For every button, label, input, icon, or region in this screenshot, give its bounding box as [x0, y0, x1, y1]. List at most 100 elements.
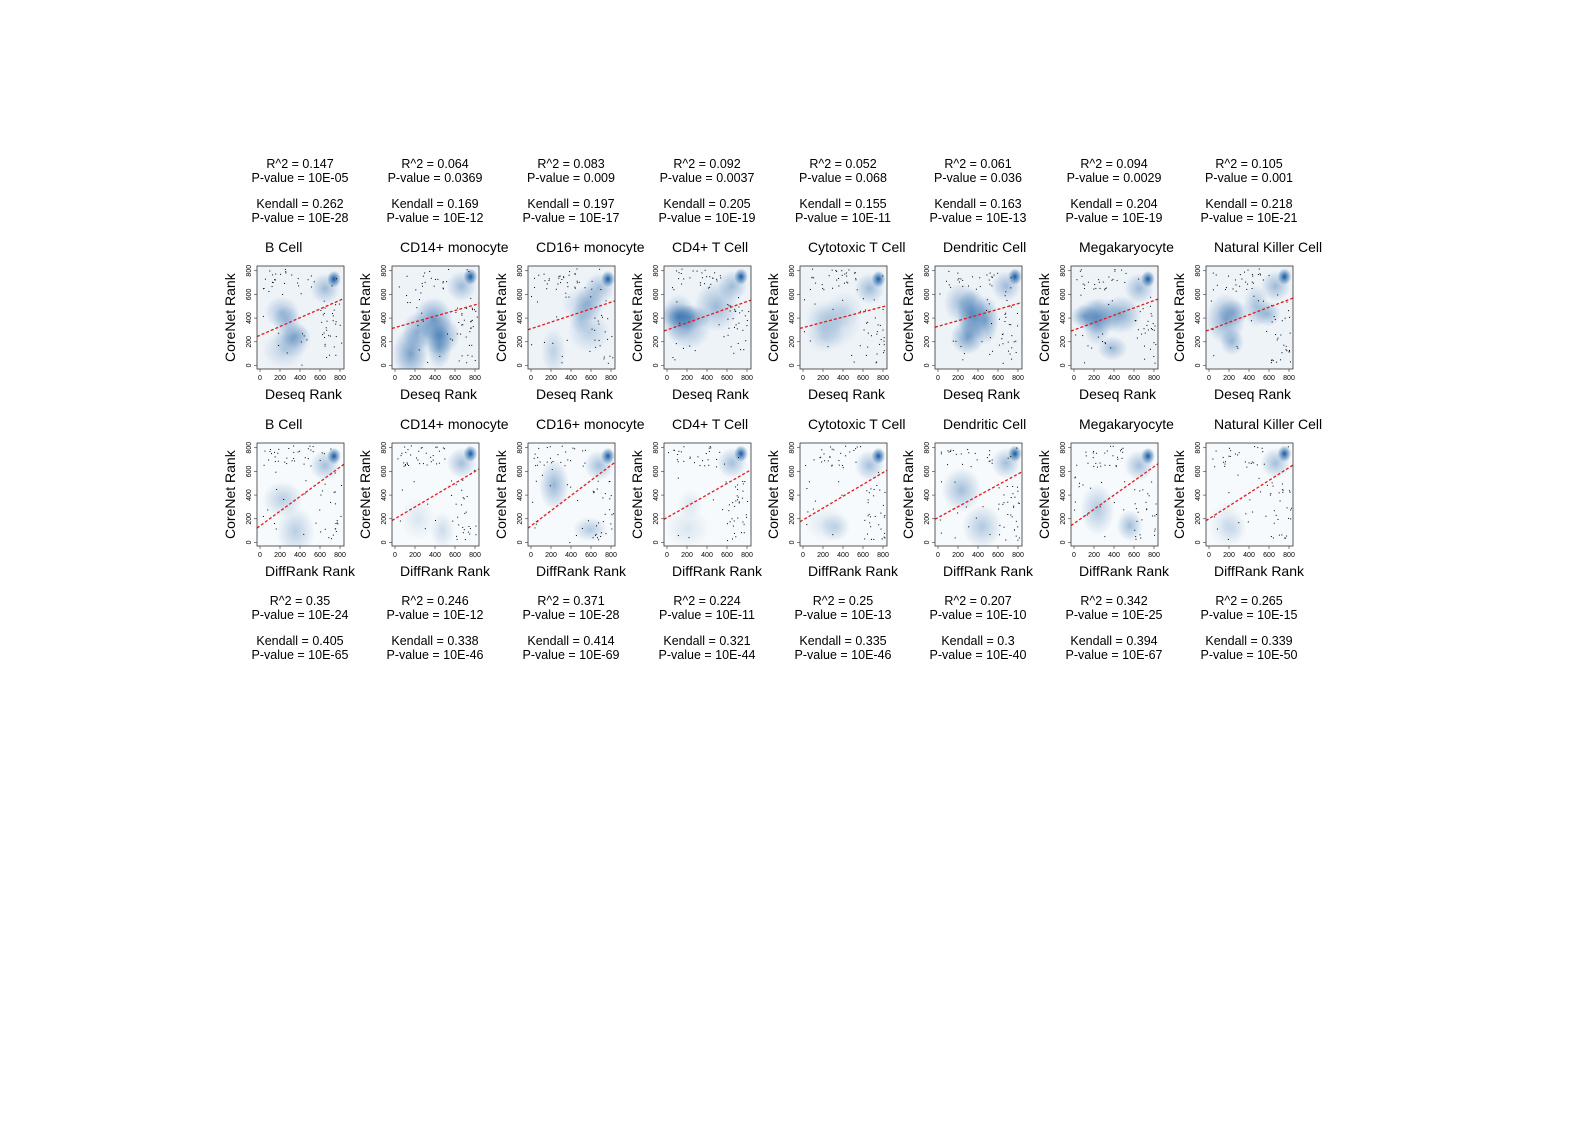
- data-point: [728, 504, 730, 506]
- data-point: [332, 534, 334, 536]
- data-point: [1092, 452, 1094, 454]
- data-point: [535, 465, 537, 467]
- data-point: [283, 282, 285, 284]
- y-tick-label: 800: [789, 442, 796, 454]
- data-point: [297, 282, 299, 284]
- data-point: [699, 465, 701, 467]
- x-tick-label: 400: [1108, 375, 1120, 382]
- x-tick-label: 400: [565, 552, 577, 559]
- data-point: [1274, 319, 1276, 321]
- data-point: [1112, 278, 1114, 280]
- data-point: [1006, 300, 1008, 302]
- data-point: [602, 497, 604, 499]
- density-blob: [463, 445, 478, 462]
- kendall-pvalue: P-value = 10E-12: [386, 211, 484, 225]
- kendall-stat: Kendall = 0.414: [527, 634, 615, 648]
- data-point: [683, 460, 685, 462]
- r2-stat: R^2 = 0.25: [812, 594, 874, 608]
- y-tick-label: 400: [1195, 489, 1202, 501]
- kendall-pvalue: P-value = 10E-46: [794, 648, 892, 662]
- data-point: [566, 282, 568, 284]
- data-point: [612, 357, 614, 359]
- data-point: [737, 496, 739, 498]
- data-point: [334, 503, 336, 505]
- data-point: [1008, 324, 1010, 326]
- data-point: [462, 497, 464, 499]
- data-point: [957, 279, 959, 281]
- y-tick-label: 600: [1195, 465, 1202, 477]
- data-point: [1013, 341, 1015, 343]
- r2-pvalue: P-value = 0.0369: [387, 171, 483, 185]
- data-point: [1124, 481, 1126, 483]
- r2-pvalue: P-value = 10E-13: [794, 608, 892, 622]
- x-tick-label: 600: [1128, 375, 1140, 382]
- data-point: [1134, 320, 1136, 322]
- data-point: [683, 446, 685, 448]
- data-point: [556, 316, 558, 318]
- x-tick-label: 600: [857, 552, 869, 559]
- data-point: [1114, 270, 1116, 272]
- data-point: [465, 511, 467, 513]
- data-point: [734, 505, 736, 507]
- r2-stat: R^2 = 0.094: [1080, 157, 1148, 171]
- regression-line: [257, 297, 344, 338]
- y-tick-label: 200: [517, 336, 524, 348]
- x-tick-label: 0: [393, 552, 397, 559]
- data-point: [1151, 329, 1153, 331]
- data-point: [723, 336, 725, 338]
- data-point: [1120, 450, 1122, 452]
- data-point: [274, 461, 276, 463]
- scatter-panel: 0 200 400 600 800 0 200 400 600 800: [653, 442, 753, 559]
- regression-line: [1206, 297, 1293, 332]
- y-tick-label: 400: [789, 312, 796, 324]
- data-point: [471, 319, 473, 321]
- data-point: [1216, 528, 1218, 530]
- data-point: [1273, 316, 1275, 318]
- data-point: [999, 524, 1001, 526]
- data-point: [689, 457, 691, 459]
- data-point: [1253, 295, 1255, 297]
- data-point: [419, 463, 421, 465]
- data-point: [537, 457, 539, 459]
- x-tick-label: 800: [334, 552, 346, 559]
- data-point: [939, 519, 941, 521]
- data-point: [952, 450, 954, 452]
- data-point: [1017, 490, 1019, 492]
- data-point: [399, 520, 401, 522]
- data-point: [998, 487, 1000, 489]
- data-point: [469, 533, 471, 535]
- data-point: [607, 362, 609, 364]
- data-point: [546, 447, 548, 449]
- data-point: [1146, 508, 1148, 510]
- data-point: [1084, 362, 1086, 364]
- data-point: [838, 278, 840, 280]
- data-point: [741, 310, 743, 312]
- x-tick-label: 800: [469, 552, 481, 559]
- y-tick-label: 600: [789, 465, 796, 477]
- data-point: [989, 534, 991, 536]
- data-point: [732, 502, 734, 504]
- scatter-panel: 0 200 400 600 800 0 200 400 600 800: [1195, 265, 1295, 382]
- data-point: [539, 461, 541, 463]
- y-tick-label: 800: [517, 442, 524, 454]
- data-point: [284, 461, 286, 463]
- data-point: [1150, 313, 1152, 315]
- x-tick-label: 800: [1148, 552, 1160, 559]
- y-tick-label: 0: [1060, 540, 1067, 544]
- data-point: [1104, 289, 1106, 291]
- data-point: [568, 296, 570, 298]
- data-point: [467, 531, 469, 533]
- data-point: [548, 278, 550, 280]
- data-point: [603, 356, 605, 358]
- data-point: [1016, 447, 1018, 449]
- regression-line: [935, 301, 1022, 328]
- data-point: [743, 349, 745, 351]
- density-blob: [463, 268, 478, 285]
- data-point: [727, 334, 729, 336]
- data-point: [716, 280, 718, 282]
- data-point: [533, 457, 535, 459]
- panel-title: CD14+ monocyte: [400, 239, 509, 255]
- data-point: [832, 534, 834, 536]
- data-point: [446, 281, 448, 283]
- y-axis-label: CoreNet Rank: [1036, 450, 1052, 539]
